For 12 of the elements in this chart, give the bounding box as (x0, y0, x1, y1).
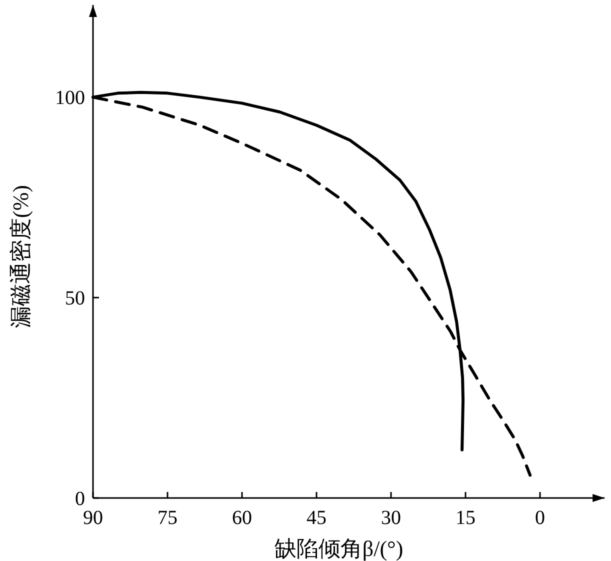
x-tick-label: 45 (306, 507, 327, 529)
y-tick-label: 50 (65, 288, 85, 310)
x-tick-label: 30 (381, 507, 402, 529)
x-axis-title: 缺陷倾角β/(°) (274, 536, 404, 561)
y-tick-label: 0 (75, 488, 85, 510)
y-tick-label: 100 (55, 87, 85, 110)
x-tick-label: 75 (158, 507, 178, 529)
x-tick-label: 90 (83, 507, 103, 529)
x-tick-label: 15 (456, 507, 476, 529)
x-tick-label: 60 (232, 507, 252, 529)
y-axis-title: 漏磁通密度(%) (8, 185, 33, 328)
x-tick-label: 0 (535, 507, 546, 529)
